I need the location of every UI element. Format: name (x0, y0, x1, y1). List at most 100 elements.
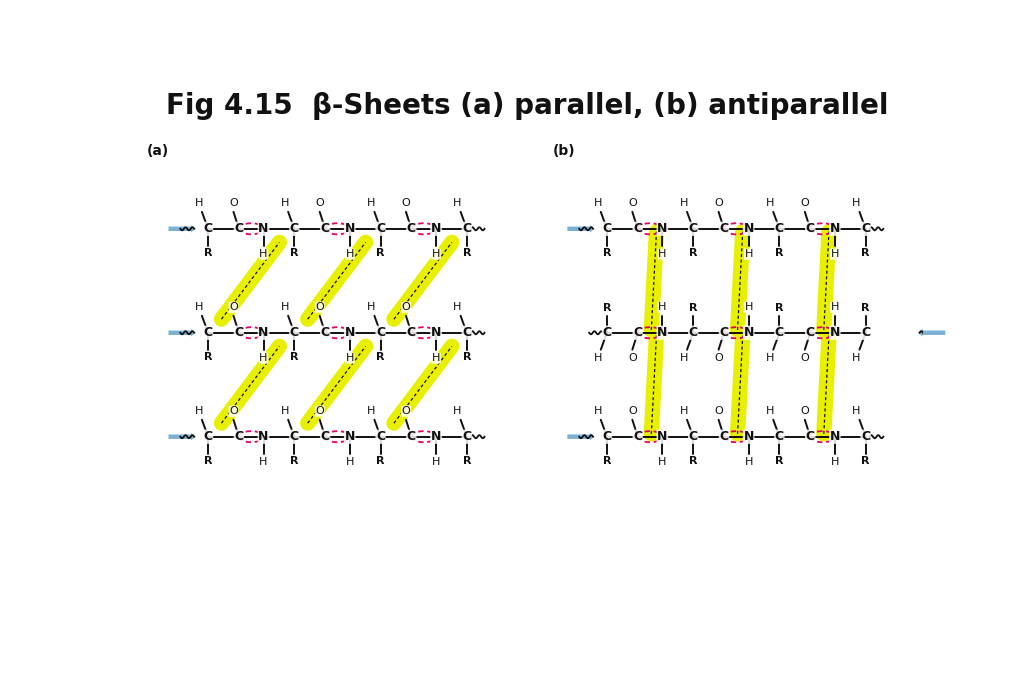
Text: O: O (229, 198, 237, 208)
Text: C: C (376, 326, 386, 339)
Text: N: N (344, 430, 355, 443)
Text: H: H (281, 302, 289, 313)
Text: R: R (463, 249, 471, 258)
Text: C: C (689, 222, 698, 236)
Text: O: O (801, 198, 809, 208)
Text: C: C (775, 430, 784, 443)
Text: H: H (831, 457, 839, 467)
Text: H: H (658, 302, 666, 313)
Text: C: C (290, 430, 299, 443)
Text: N: N (830, 430, 840, 443)
Text: C: C (463, 430, 472, 443)
Text: H: H (831, 302, 839, 313)
Text: C: C (321, 222, 330, 236)
Text: H: H (453, 302, 462, 313)
Text: O: O (628, 353, 636, 363)
Text: C: C (407, 326, 416, 339)
Text: R: R (775, 303, 783, 313)
Text: C: C (407, 430, 416, 443)
Text: O: O (229, 302, 237, 313)
Text: (b): (b) (553, 144, 576, 158)
Text: N: N (743, 222, 754, 236)
Text: C: C (633, 430, 642, 443)
Text: H: H (281, 407, 289, 416)
Text: R: R (290, 352, 298, 362)
Text: C: C (633, 222, 642, 236)
Text: C: C (376, 430, 386, 443)
Text: H: H (680, 407, 688, 416)
Text: H: H (345, 457, 354, 467)
Text: C: C (290, 326, 299, 339)
Text: C: C (775, 326, 784, 339)
Text: C: C (204, 326, 213, 339)
Text: O: O (801, 353, 809, 363)
Text: C: C (720, 222, 729, 236)
Text: R: R (602, 456, 612, 466)
Text: H: H (453, 198, 462, 208)
Text: H: H (593, 407, 601, 416)
Text: C: C (204, 430, 213, 443)
Text: C: C (861, 326, 871, 339)
Text: (a): (a) (146, 144, 169, 158)
Text: C: C (720, 430, 729, 443)
Text: O: O (229, 407, 237, 416)
Text: Fig 4.15  β-Sheets (a) parallel, (b) antiparallel: Fig 4.15 β-Sheets (a) parallel, (b) anti… (166, 92, 888, 120)
Text: O: O (316, 407, 324, 416)
Text: C: C (861, 430, 871, 443)
Text: N: N (431, 430, 441, 443)
Text: C: C (861, 222, 871, 236)
Text: N: N (657, 430, 667, 443)
Text: C: C (463, 222, 472, 236)
Text: O: O (801, 407, 809, 416)
Text: H: H (259, 457, 267, 467)
Text: N: N (344, 222, 355, 236)
Text: C: C (775, 222, 784, 236)
Text: R: R (861, 456, 870, 466)
Text: O: O (628, 198, 636, 208)
Text: O: O (316, 302, 324, 313)
Text: N: N (258, 222, 268, 236)
Text: R: R (602, 249, 612, 258)
Text: R: R (602, 303, 612, 313)
Text: H: H (852, 353, 860, 363)
Text: N: N (344, 326, 355, 339)
Text: H: H (194, 302, 203, 313)
Text: C: C (720, 326, 729, 339)
Text: C: C (602, 222, 612, 236)
Text: R: R (376, 352, 384, 362)
Text: C: C (633, 326, 642, 339)
Text: H: H (432, 353, 440, 363)
Text: H: H (367, 302, 375, 313)
Text: O: O (714, 353, 723, 363)
Text: R: R (861, 303, 870, 313)
Text: R: R (376, 249, 384, 258)
Text: R: R (463, 352, 471, 362)
Text: C: C (463, 326, 472, 339)
Text: H: H (281, 198, 289, 208)
Text: H: H (432, 457, 440, 467)
Text: H: H (852, 407, 860, 416)
Text: C: C (602, 326, 612, 339)
Text: H: H (766, 407, 774, 416)
Text: O: O (402, 407, 410, 416)
Text: N: N (258, 430, 268, 443)
Text: H: H (194, 198, 203, 208)
Text: H: H (345, 353, 354, 363)
Text: N: N (431, 326, 441, 339)
Text: R: R (204, 249, 213, 258)
Text: H: H (259, 249, 267, 259)
Text: R: R (463, 456, 471, 466)
Text: N: N (743, 430, 754, 443)
Text: C: C (204, 222, 213, 236)
Text: H: H (766, 198, 774, 208)
Text: C: C (234, 222, 244, 236)
Text: R: R (689, 303, 697, 313)
Text: N: N (830, 326, 840, 339)
Text: R: R (775, 456, 783, 466)
Text: R: R (290, 249, 298, 258)
Text: C: C (290, 222, 299, 236)
Text: H: H (680, 353, 688, 363)
Text: H: H (453, 407, 462, 416)
Text: N: N (258, 326, 268, 339)
Text: R: R (204, 352, 213, 362)
